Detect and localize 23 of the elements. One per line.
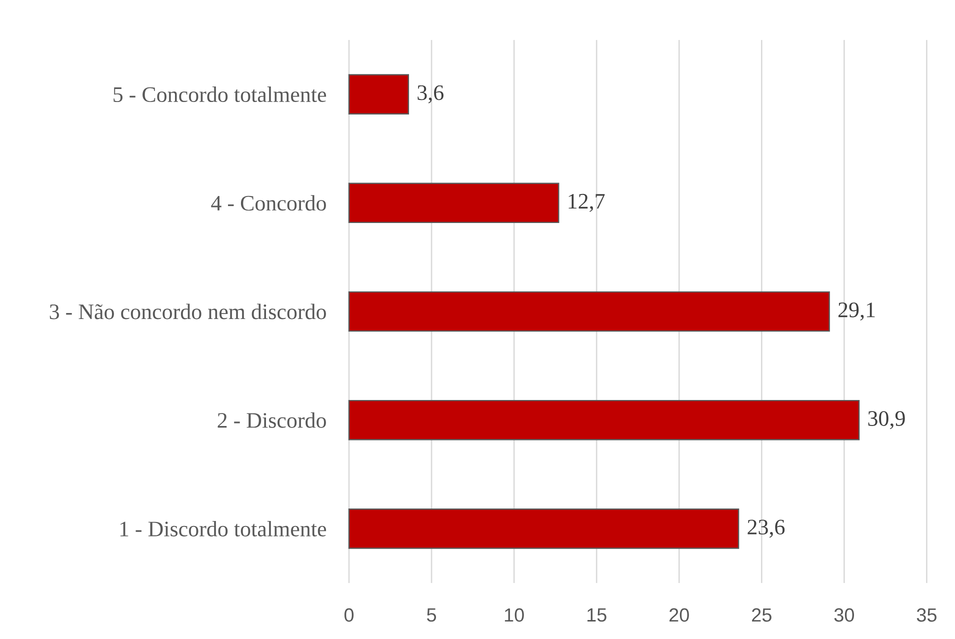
- bar: [348, 74, 410, 114]
- x-tick-label: 25: [752, 608, 772, 622]
- x-tick-label: 20: [670, 608, 689, 622]
- x-tick-label: 35: [916, 608, 936, 622]
- bar: [348, 291, 830, 332]
- x-tick-label: 30: [834, 608, 854, 622]
- data-label: 30,9: [868, 411, 905, 430]
- x-tick-label: 15: [587, 608, 606, 622]
- data-label: 12,7: [568, 194, 605, 212]
- bar: [348, 508, 740, 549]
- data-label: 3,6: [418, 85, 444, 104]
- y-tick-label: 1 - Discordo totalmente: [120, 520, 326, 536]
- y-tick-label: 2 - Discordo: [218, 412, 326, 428]
- bar: [348, 182, 560, 224]
- x-tick-label: 10: [504, 608, 524, 622]
- x-tick-label: 5: [427, 608, 436, 622]
- y-tick-label: 5 - Concordo totalmente: [114, 86, 326, 102]
- data-label: 23,6: [748, 520, 785, 538]
- y-tick-label: 4 - Concordo: [211, 195, 326, 211]
- bar: [348, 400, 860, 440]
- y-tick-label: 3 - Não concordo nem discordo: [50, 304, 326, 320]
- data-label: 29,1: [838, 302, 875, 320]
- x-tick-label: 0: [344, 608, 354, 622]
